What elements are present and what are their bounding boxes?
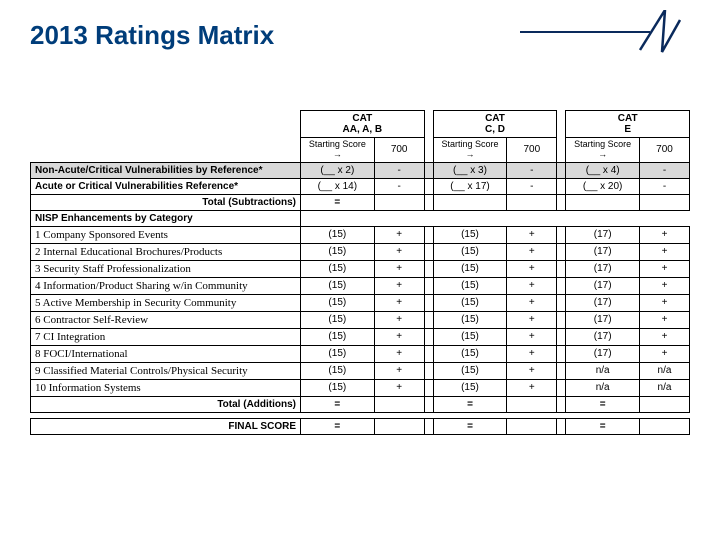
nisp-header-row: NISP Enhancements by Category [31,210,690,226]
nisp-row-7: 8 FOCI/International(15)+(15)+(17)+ [31,345,690,362]
nisp-row-1: 2 Internal Educational Brochures/Product… [31,243,690,260]
start-label-2: Starting Score → [566,138,640,163]
page-title: 2013 Ratings Matrix [30,20,274,51]
total-add-label: Total (Additions) [31,396,301,412]
start-label-1: Starting Score → [433,138,507,163]
nisp-row-5: 6 Contractor Self-Review(15)+(15)+(17)+ [31,311,690,328]
total-sub-row: Total (Subtractions) = [31,194,690,210]
nisp-row-6: 7 CI Integration(15)+(15)+(17)+ [31,328,690,345]
nisp-row-4: 5 Active Membership in Security Communit… [31,294,690,311]
nisp-row-3: 4 Information/Product Sharing w/in Commu… [31,277,690,294]
vuln-label-1: Acute or Critical Vulnerabilities Refere… [31,178,301,194]
final-score-row: FINAL SCORE = = = [31,418,690,434]
cat-2: CATE [566,111,690,138]
final-label: FINAL SCORE [31,418,301,434]
start-val-1: 700 [507,138,557,163]
total-add-row: Total (Additions) = = = [31,396,690,412]
start-label-0: Starting Score → [301,138,375,163]
start-val-2: 700 [640,138,690,163]
vuln-row-0: Non-Acute/Critical Vulnerabilities by Re… [31,162,690,178]
nisp-row-0: 1 Company Sponsored Events(15)+(15)+(17)… [31,226,690,243]
cat-0: CATAA, A, B [301,111,425,138]
total-sub-label: Total (Subtractions) [31,194,301,210]
nisp-row-2: 3 Security Staff Professionalization(15)… [31,260,690,277]
vuln-label-0: Non-Acute/Critical Vulnerabilities by Re… [31,162,301,178]
ratings-table: CATAA, A, B CATC, D CATE Starting Score … [30,110,690,435]
nisp-row-9: 10 Information Systems(15)+(15)+n/an/a [31,379,690,396]
header-cat-row: CATAA, A, B CATC, D CATE [31,111,690,138]
cat-1: CATC, D [433,111,557,138]
vuln-row-1: Acute or Critical Vulnerabilities Refere… [31,178,690,194]
nisp-label: NISP Enhancements by Category [31,210,301,226]
logo-star [520,10,690,55]
start-val-0: 700 [374,138,424,163]
nisp-row-8: 9 Classified Material Controls/Physical … [31,362,690,379]
starting-score-row: Starting Score → 700 Starting Score → 70… [31,138,690,163]
